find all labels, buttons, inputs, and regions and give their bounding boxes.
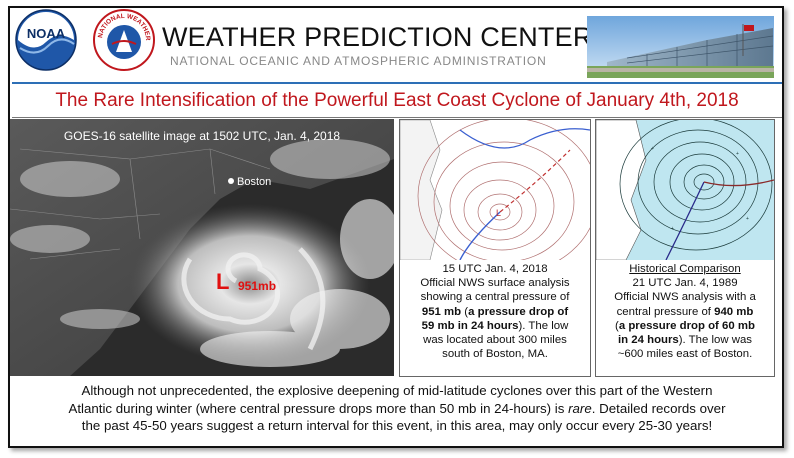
- satellite-svg: Boston L 951mb: [10, 119, 394, 376]
- city-label: Boston: [237, 176, 271, 188]
- rare-emphasis: rare: [568, 400, 592, 416]
- panel-2018-caption: 15 UTC Jan. 4, 2018 Official NWS surface…: [400, 262, 590, 361]
- svg-text:+: +: [736, 151, 739, 157]
- panel-2018-line: was located about 300 miles: [423, 334, 567, 347]
- panel-1989-line: (a pressure drop of 60 mb: [615, 319, 755, 332]
- panel-2018-line: south of Boston, MA.: [442, 348, 548, 361]
- satellite-image: Boston L 951mb GOES-16 satellite image a…: [10, 119, 394, 376]
- svg-text:+: +: [651, 146, 654, 152]
- main-title: The Rare Intensification of the Powerful…: [55, 90, 739, 111]
- surface-analysis-1989: + + + +: [596, 120, 774, 261]
- nws-logo: NATIONAL WEATHER SERVICE: [90, 3, 156, 72]
- noaa-logo: NOAA: [14, 8, 78, 72]
- header-title: WEATHER PREDICTION CENTER: [162, 22, 593, 52]
- satellite-caption: GOES-16 satellite image at 1502 UTC, Jan…: [63, 129, 341, 143]
- panel-2018: L 15 UTC Jan. 4, 2018 Official NWS surfa…: [399, 119, 591, 377]
- panel-1989-line: in 24 hours). The low was: [618, 334, 752, 347]
- panel-2018-line: showing a central pressure of: [420, 291, 570, 304]
- panel-1989: + + + + Historical Comparison 21 UTC Jan. 4…: [595, 119, 775, 377]
- title-rule: [12, 117, 782, 118]
- svg-text:L: L: [496, 208, 501, 218]
- building-photo: [587, 16, 774, 78]
- footer-line: Atlantic during winter (where central pr…: [68, 400, 726, 416]
- footer-text: Although not unprecedented, the explosiv…: [12, 382, 782, 435]
- panel-2018-line: Official NWS surface analysis: [420, 277, 570, 290]
- panel-1989-heading: Historical Comparison: [629, 263, 741, 275]
- header-subtitle: NATIONAL OCEANIC AND ATMOSPHERIC ADMINIS…: [170, 54, 547, 68]
- boston-marker: [228, 178, 234, 184]
- low-marker: L: [216, 269, 229, 294]
- pressure-label: 951mb: [238, 279, 276, 293]
- panel-1989-caption: Historical Comparison 21 UTC Jan. 4, 198…: [596, 262, 774, 361]
- svg-text:+: +: [671, 226, 674, 232]
- svg-text:+: +: [746, 216, 749, 222]
- panel-1989-line: ~600 miles east of Boston.: [617, 348, 753, 361]
- surface-analysis-2018: L: [400, 120, 590, 275]
- panel-1989-line: central pressure of 940 mb: [616, 305, 754, 318]
- panel-1989-time: 21 UTC Jan. 4, 1989: [632, 277, 738, 290]
- footer-line: the past 45-50 years suggest a return in…: [81, 418, 713, 433]
- noaa-logo-text: NOAA: [27, 26, 66, 41]
- panel-2018-line: 59 mb in 24 hours). The low: [421, 319, 569, 332]
- panel-2018-time: 15 UTC Jan. 4, 2018: [442, 263, 548, 275]
- panel-1989-line: Official NWS analysis with a: [614, 291, 756, 304]
- header-rule: [12, 82, 782, 84]
- panel-2018-line: 951 mb (a pressure drop of: [421, 305, 569, 318]
- footer-line: Although not unprecedented, the explosiv…: [81, 383, 713, 398]
